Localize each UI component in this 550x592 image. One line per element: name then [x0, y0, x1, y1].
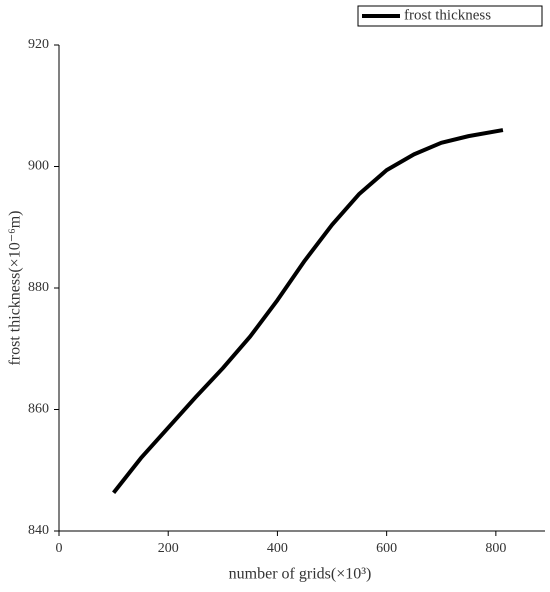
y-tick-label: 900: [28, 159, 49, 174]
y-tick-label: 860: [28, 402, 49, 417]
legend-box: [357, 5, 543, 27]
x-tick-label: 800: [485, 541, 506, 556]
y-tick-label: 840: [28, 523, 49, 538]
x-tick-label: 400: [267, 541, 288, 556]
x-tick-label: 0: [56, 541, 63, 556]
y-tick-label: 880: [28, 280, 49, 295]
y-axis-label: frost thickness(×10⁻⁶m): [7, 210, 24, 365]
y-tick-label: 920: [28, 37, 49, 52]
x-tick-label: 600: [376, 541, 397, 556]
x-axis-label: number of grids(×10³): [229, 566, 372, 583]
legend-label: frost thickness: [404, 7, 491, 23]
data-line: [112, 128, 504, 494]
x-tick-label: 200: [158, 541, 179, 556]
